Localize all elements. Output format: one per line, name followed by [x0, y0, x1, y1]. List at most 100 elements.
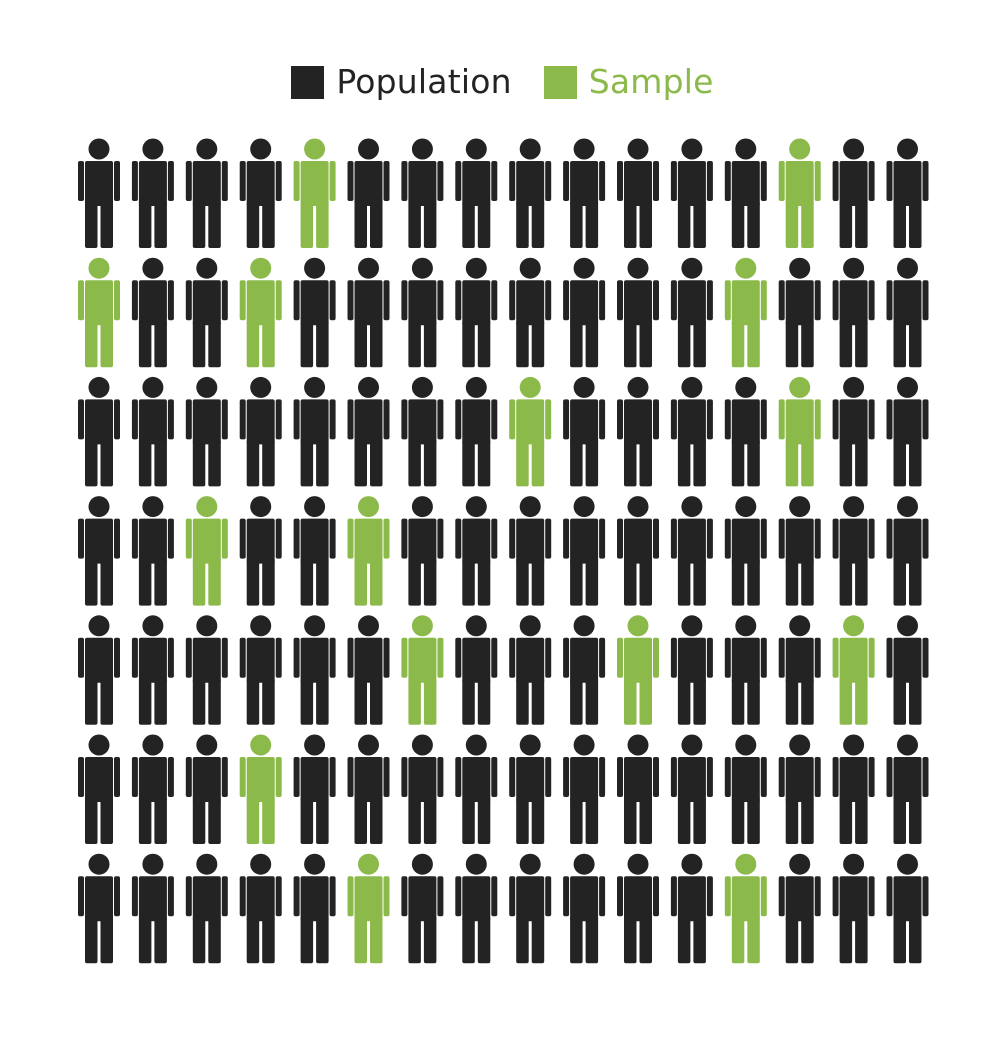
population-person-icon — [455, 734, 498, 844]
population-person-icon — [131, 615, 174, 725]
population-person-icon — [131, 496, 174, 606]
population-person-icon — [778, 734, 821, 844]
population-person-icon — [401, 257, 444, 368]
population-person-icon — [509, 257, 552, 368]
sample-person-icon — [724, 257, 767, 368]
population-person-icon — [724, 496, 767, 606]
population-person-icon — [293, 257, 336, 368]
population-person-icon — [401, 496, 444, 606]
population-person-icon — [185, 853, 228, 964]
population-person-icon — [293, 853, 336, 964]
population-person-icon — [670, 257, 713, 368]
sample-person-icon — [293, 138, 336, 248]
population-person-icon — [724, 376, 767, 487]
sample-person-icon — [509, 376, 552, 487]
population-person-icon — [832, 496, 875, 606]
legend: Population Sample — [0, 60, 1005, 104]
population-person-icon — [886, 376, 929, 487]
sample-person-icon — [185, 496, 228, 606]
population-person-icon — [886, 138, 929, 248]
population-person-icon — [78, 734, 120, 844]
population-person-icon — [455, 853, 498, 964]
population-person-icon — [185, 376, 228, 487]
population-person-icon — [293, 496, 336, 606]
population-person-icon — [617, 138, 659, 248]
population-person-icon — [455, 615, 498, 725]
population-person-icon — [886, 496, 929, 606]
population-person-icon — [509, 496, 552, 606]
population-person-icon — [670, 496, 713, 606]
population-person-icon — [563, 376, 606, 487]
population-person-icon — [401, 138, 444, 248]
population-person-icon — [455, 257, 498, 368]
sample-person-icon — [778, 376, 821, 487]
population-person-icon — [509, 853, 552, 964]
population-person-icon — [832, 138, 875, 248]
population-person-icon — [185, 615, 228, 725]
population-person-icon — [78, 615, 120, 725]
population-person-icon — [239, 615, 282, 725]
population-person-icon — [78, 853, 120, 964]
population-person-icon — [617, 853, 659, 964]
population-person-icon — [131, 734, 174, 844]
population-person-icon — [670, 615, 713, 725]
population-person-icon — [78, 496, 120, 606]
sample-person-icon — [239, 257, 282, 368]
population-person-icon — [563, 734, 606, 844]
population-person-icon — [131, 257, 174, 368]
legend-label-population: Population — [336, 62, 512, 101]
population-person-icon — [886, 853, 929, 964]
population-person-icon — [239, 138, 282, 248]
population-person-icon — [670, 853, 713, 964]
population-person-icon — [617, 257, 659, 368]
population-person-icon — [778, 496, 821, 606]
sample-person-icon — [347, 496, 390, 606]
sample-person-icon — [239, 734, 282, 844]
population-person-icon — [832, 853, 875, 964]
population-person-icon — [563, 257, 606, 368]
population-person-icon — [509, 138, 552, 248]
sample-person-icon — [617, 615, 659, 725]
legend-swatch-population — [291, 65, 325, 99]
population-person-icon — [347, 734, 390, 844]
population-person-icon — [401, 376, 444, 487]
population-person-icon — [131, 138, 174, 248]
population-person-icon — [886, 615, 929, 725]
sample-person-icon — [78, 257, 120, 368]
population-person-icon — [563, 853, 606, 964]
population-person-icon — [78, 138, 120, 248]
population-person-icon — [563, 138, 606, 248]
population-person-icon — [239, 853, 282, 964]
population-person-icon — [239, 376, 282, 487]
population-person-icon — [724, 734, 767, 844]
legend-item-population: Population — [291, 60, 512, 104]
population-person-icon — [886, 257, 929, 368]
population-person-icon — [778, 615, 821, 725]
sample-person-icon — [401, 615, 444, 725]
population-person-icon — [563, 496, 606, 606]
population-person-icon — [455, 376, 498, 487]
legend-label-sample: Sample — [588, 62, 714, 101]
population-person-icon — [239, 496, 282, 606]
population-person-icon — [347, 615, 390, 725]
sample-person-icon — [347, 853, 390, 964]
sample-person-icon — [832, 615, 875, 725]
population-person-icon — [563, 615, 606, 725]
population-person-icon — [293, 734, 336, 844]
population-person-icon — [670, 138, 713, 248]
legend-item-sample: Sample — [543, 60, 714, 104]
population-person-icon — [347, 376, 390, 487]
population-person-icon — [185, 734, 228, 844]
population-person-icon — [401, 734, 444, 844]
population-person-icon — [886, 734, 929, 844]
population-person-icon — [455, 496, 498, 606]
population-person-icon — [455, 138, 498, 248]
population-person-icon — [185, 138, 228, 248]
population-person-icon — [832, 376, 875, 487]
population-person-icon — [617, 376, 659, 487]
population-person-icon — [617, 496, 659, 606]
population-person-icon — [724, 615, 767, 725]
sample-person-icon — [724, 853, 767, 964]
population-person-icon — [670, 734, 713, 844]
